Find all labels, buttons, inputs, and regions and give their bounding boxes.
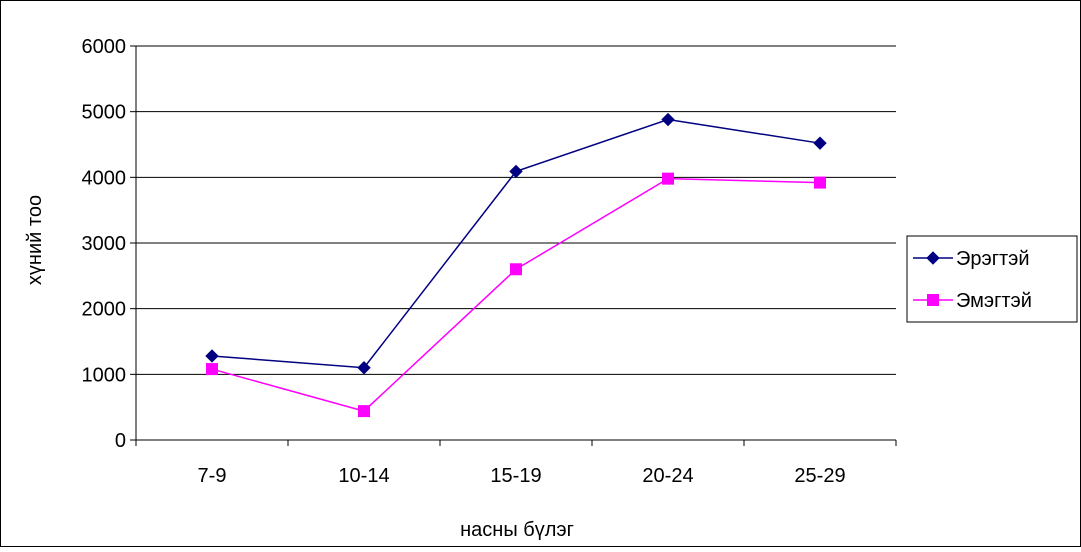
data-point <box>661 112 675 127</box>
legend: Эрэгтэй Эмэгтэй <box>906 235 1078 323</box>
legend-item: Эмэгтэй <box>913 290 1032 312</box>
data-point <box>509 164 523 179</box>
y-tick-label: 1000 <box>82 364 127 386</box>
y-tick-label: 6000 <box>82 36 127 58</box>
x-tick-label: 10-14 <box>338 465 389 487</box>
data-point <box>205 349 219 363</box>
y-tick-label: 5000 <box>82 102 127 124</box>
x-tick-label: 7-9 <box>198 465 227 487</box>
series-2 <box>206 172 826 418</box>
x-tick-label: 15-19 <box>490 465 541 487</box>
legend-item: Эрэгтэй <box>913 248 1030 270</box>
x-axis-label: насны бүлэг <box>460 519 574 541</box>
series-lines <box>205 112 827 418</box>
y-tick-label: 2000 <box>82 299 127 321</box>
axes: 0 1000 2000 3000 4000 5000 6000 7-9 10-14 15-19 20… <box>82 36 897 487</box>
series-1 <box>205 112 827 375</box>
data-point <box>358 405 370 418</box>
data-point <box>357 361 371 375</box>
data-point <box>510 263 522 276</box>
x-tick-label: 20-24 <box>642 465 693 487</box>
y-axis-label: хүний тоо <box>24 195 46 285</box>
data-point <box>662 172 674 185</box>
data-point <box>814 176 826 189</box>
gridlines <box>136 45 896 375</box>
legend-label: Эрэгтэй <box>956 248 1030 270</box>
data-point <box>813 136 827 150</box>
y-tick-label: 3000 <box>82 233 127 255</box>
data-point <box>206 363 218 376</box>
x-tick-label: 25-29 <box>794 465 845 487</box>
legend-label: Эмэгтэй <box>956 290 1032 312</box>
legend-swatch-marker <box>927 294 939 306</box>
legend-box <box>906 235 1078 323</box>
legend-swatch-marker <box>926 251 940 265</box>
y-tick-label: 4000 <box>82 167 127 189</box>
y-tick-label: 0 <box>115 430 126 452</box>
